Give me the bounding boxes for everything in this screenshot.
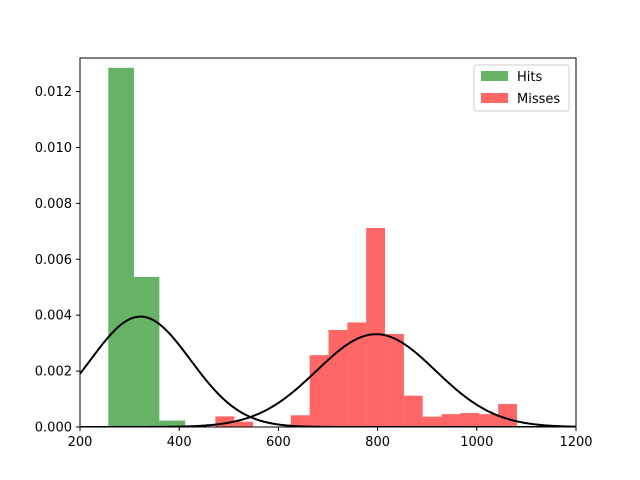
bar-misses-4: [290, 415, 310, 427]
y-tick-label: 0.002: [35, 365, 72, 380]
axes-frame: [79, 57, 577, 428]
bar-misses-8: [366, 227, 386, 427]
x-tick-label: 400: [167, 435, 192, 450]
x-tick-label: 600: [266, 435, 291, 450]
bar-misses-12: [441, 414, 461, 427]
bar-misses-15: [498, 404, 517, 427]
bar-misses-6: [328, 329, 348, 427]
x-tick-label: 200: [68, 435, 93, 450]
bar-misses-0: [215, 416, 235, 427]
bar-misses-13: [460, 413, 480, 427]
x-axis: 200 400 600 800 1000 1200: [68, 427, 593, 450]
x-tick-label: 1000: [460, 435, 493, 450]
legend-swatch-hits: [481, 71, 508, 81]
bar-hits-1: [134, 276, 160, 427]
bar-misses-7: [347, 322, 367, 427]
y-tick-label: 0.000: [35, 421, 72, 436]
legend-label-misses: Misses: [517, 92, 560, 107]
y-tick-label: 0.008: [35, 197, 72, 212]
y-tick-label: 0.004: [35, 309, 72, 324]
legend-label-hits: Hits: [517, 70, 542, 85]
bar-misses-5: [309, 355, 329, 427]
x-tick-label: 800: [365, 435, 390, 450]
y-tick-label: 0.010: [35, 141, 72, 156]
y-axis: 0.000 0.002 0.004 0.006 0.008 0.010 0.012: [35, 85, 80, 436]
bar-hits-2: [159, 420, 186, 427]
legend: Hits Misses: [473, 64, 570, 112]
bar-misses-9: [385, 333, 404, 427]
bar-misses-11: [422, 416, 442, 427]
bar-misses-10: [403, 395, 423, 427]
legend-swatch-misses: [481, 93, 508, 103]
y-tick-label: 0.006: [35, 253, 72, 268]
x-tick-label: 1200: [559, 435, 592, 450]
bar-hits-0: [108, 67, 135, 427]
bar-misses-1: [234, 421, 254, 427]
bar-misses-14: [479, 414, 499, 427]
y-tick-label: 0.012: [35, 85, 72, 100]
